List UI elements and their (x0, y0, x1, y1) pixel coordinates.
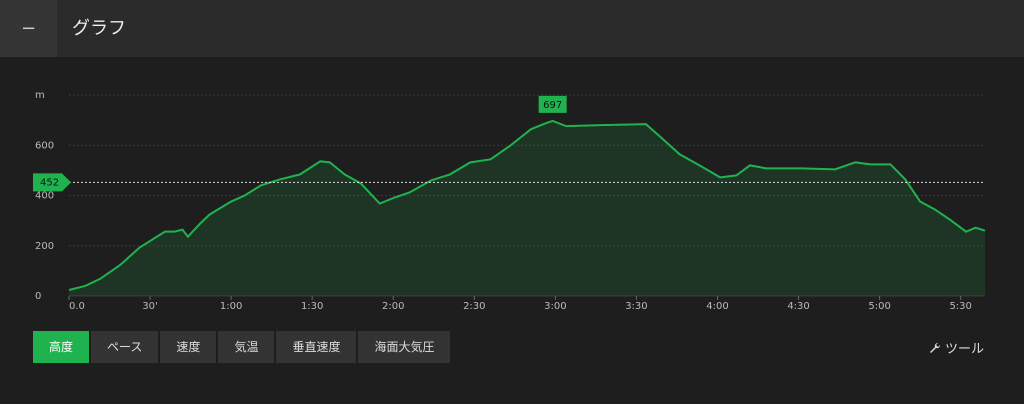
x-tick-label: 2:30 (463, 301, 485, 312)
area (69, 120, 985, 296)
x-tick-label: 30' (142, 301, 157, 312)
x-tick-label: 1:00 (220, 301, 242, 312)
max-label-box (538, 95, 567, 113)
tool-label: ツール (944, 342, 984, 357)
header: − グラフ (0, 0, 1024, 57)
title: グラフ (72, 18, 126, 39)
tabs: 高度 ペース 速度 気温 垂直速度 海面大気圧 (33, 331, 451, 363)
x-tick-label: 3:00 (544, 301, 566, 312)
menu-button[interactable]: − (0, 0, 57, 57)
tab[interactable]: 速度 (160, 331, 217, 363)
line (68, 119, 986, 291)
max-label: 697 (543, 100, 562, 111)
x-tick-label: 4:30 (787, 301, 809, 312)
average-tag (33, 173, 71, 192)
y-tick-label: 600 (35, 140, 54, 151)
average-label: 452 (40, 177, 59, 188)
x-tick-label: 5:30 (949, 301, 971, 312)
tab[interactable]: 気温 (218, 331, 275, 363)
x-tick-label: 0.0 (69, 301, 85, 312)
tab[interactable]: ペース (91, 331, 159, 363)
y-tick-label: 400 (35, 191, 54, 202)
chart: 0 200 400 600 m 0.0 30' 1:00 1:30 2:00 2:30 3:00 3:3… (33, 90, 986, 312)
tab[interactable]: 海面大気圧 (358, 331, 451, 363)
wrench-icon (929, 342, 940, 353)
x-tick-label: 3:30 (625, 301, 647, 312)
x-tick-label: 1:30 (301, 301, 323, 312)
tool-button[interactable]: ツール (929, 338, 984, 357)
x-tick-label: 5:00 (868, 301, 890, 312)
x-tick-label: 4:00 (706, 301, 728, 312)
tab[interactable]: 垂直速度 (276, 331, 357, 363)
x-tick-label: 2:00 (382, 301, 404, 312)
tab[interactable]: 高度 (33, 331, 90, 363)
y-axis-label: m (35, 90, 45, 101)
y-tick-label: 0 (35, 291, 41, 302)
y-tick-label: 200 (35, 241, 54, 252)
